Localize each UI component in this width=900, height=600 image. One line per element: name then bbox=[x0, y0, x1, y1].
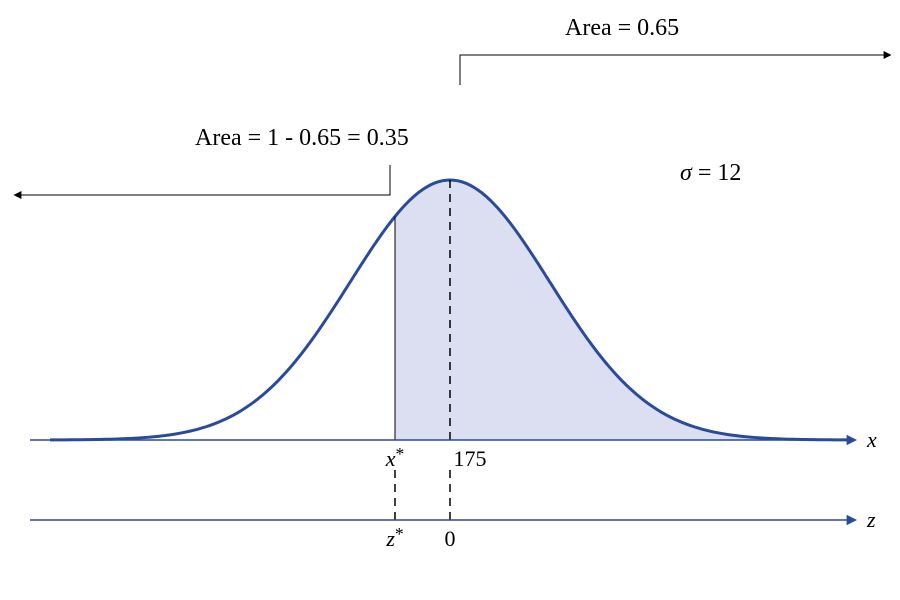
left-area-label: Area = 1 - 0.65 = 0.35 bbox=[195, 125, 409, 151]
x-tick-175: 175 bbox=[454, 446, 487, 471]
z-tick-zstar: z* bbox=[385, 524, 403, 551]
shaded-area bbox=[395, 180, 850, 440]
normal-distribution-diagram: x x* 175 z z* 0 Area = 0.65 Area = 1 - 0… bbox=[0, 0, 900, 600]
left-area-arrow bbox=[15, 165, 390, 195]
right-area-label: Area = 0.65 bbox=[565, 15, 679, 41]
x-tick-xstar: x* bbox=[385, 444, 405, 471]
sigma-label: σ = 12 bbox=[680, 160, 741, 186]
z-tick-0: 0 bbox=[445, 526, 456, 551]
right-area-arrow bbox=[460, 55, 890, 85]
x-axis-label: x bbox=[866, 427, 877, 452]
z-axis-label: z bbox=[866, 507, 876, 532]
